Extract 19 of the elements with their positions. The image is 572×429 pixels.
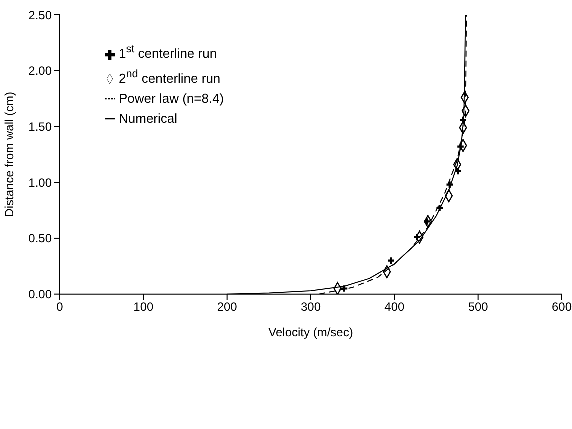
legend-label: Power law (n=8.4)	[119, 90, 224, 106]
x-tick-label: 600	[552, 300, 572, 314]
legend-label: 2$^{nd}$ centerline run	[119, 68, 221, 86]
legend-label: Numerical	[119, 110, 178, 126]
y-axis-title: Distance from wall (cm)	[2, 92, 16, 218]
y-tick-label: 2.50	[28, 8, 52, 22]
y-tick-label: 2.00	[28, 64, 52, 78]
y-tick-label: 1.50	[28, 120, 52, 134]
x-axis-title: Velocity (m/sec)	[268, 325, 354, 340]
x-tick-label: 500	[468, 300, 489, 314]
x-tick-label: 200	[217, 300, 238, 314]
x-tick-label: 300	[300, 300, 322, 314]
x-tick-label: 0	[56, 300, 64, 314]
y-tick-label: 0.50	[28, 232, 52, 246]
legend-label: 1$^{st}$ centerline run	[119, 44, 218, 62]
x-tick-label: 400	[384, 300, 405, 314]
y-tick-label: 1.00	[28, 176, 52, 190]
x-tick-label: 100	[134, 300, 154, 314]
y-tick-label: 0.00	[28, 288, 52, 302]
